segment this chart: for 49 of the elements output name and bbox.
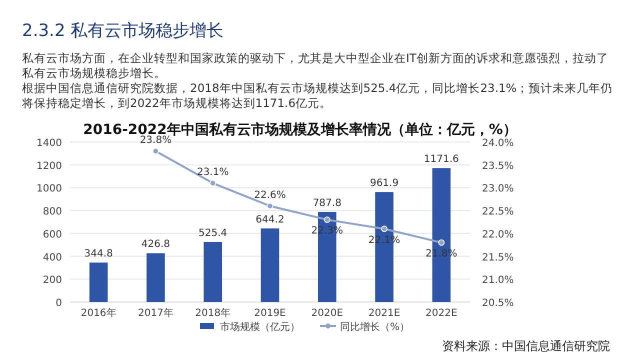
y2-tick-label: 24.0%: [482, 138, 514, 149]
point: [152, 148, 159, 154]
x-tick-label: 2021E: [368, 308, 400, 319]
data-label: 525.4: [198, 228, 228, 239]
y2-tick-label: 23.0%: [482, 184, 514, 195]
legend-label: 同比增长（%）: [340, 321, 410, 333]
data-label: 644.2: [256, 214, 284, 226]
data-label: 344.8: [84, 248, 113, 260]
bar: [89, 262, 108, 302]
y-tick-label: 1400: [36, 138, 62, 149]
point: [266, 202, 274, 210]
legend-label: 市场规模（亿元）: [220, 321, 300, 333]
y-tick-label: 800: [42, 206, 62, 218]
point: [210, 180, 216, 186]
data-label: 1171.6: [424, 154, 459, 166]
x-tick-label: 2020E: [311, 308, 344, 319]
y-tick-label: 400: [42, 252, 62, 264]
y2-tick-label: 20.5%: [482, 298, 514, 309]
bar: [146, 253, 165, 302]
data-label: 787.8: [312, 198, 342, 209]
y2-tick-label: 21.5%: [482, 252, 514, 264]
y-tick-label: 0: [56, 298, 62, 309]
x-tick-label: 2017年: [138, 307, 174, 319]
data-label: 23.1%: [196, 167, 229, 178]
x-tick-label: 2019E: [254, 308, 286, 319]
data-label: 23.8%: [140, 135, 172, 146]
y-tick-label: 1000: [36, 184, 62, 195]
data-label: 22.6%: [254, 190, 286, 201]
y2-tick-label: 22.0%: [482, 229, 514, 240]
bar: [204, 242, 222, 302]
bar: [260, 228, 280, 302]
point: [381, 226, 388, 232]
text: 根据中国信息通信研究院数据，2018年中国私有云市场规模达到525.4亿元，同比增长23.1%；预计未来几年仍将保持稳定增长，到2022年市场规模将达到1171.6亿元。: [21, 81, 613, 110]
point: [438, 239, 445, 246]
x-tick-label: 2016年: [80, 307, 116, 319]
y2-tick-label: 21.0%: [482, 275, 514, 286]
x-tick-label: 2018年: [195, 307, 231, 319]
point: [324, 216, 330, 223]
data-label: 961.9: [370, 178, 399, 190]
y2-tick-label: 23.5%: [482, 160, 514, 172]
text: 资料来源：中国信息通信研究院: [442, 339, 610, 353]
y-tick-label: 600: [42, 229, 62, 240]
data-label: 426.8: [141, 239, 170, 250]
text: 2.3.2 私有云市场稳步增长: [22, 21, 224, 41]
y-tick-label: 1200: [36, 160, 62, 172]
x-tick-label: 2022E: [426, 308, 458, 319]
text: 私有云市场方面，在企业转型和国家政策的驱动下，尤其是大中型企业在IT创新方面的诉求和意愿强烈，拉动了私有云市场规模稳步增长。: [22, 51, 608, 80]
y-tick-label: 200: [42, 275, 62, 286]
y2-tick-label: 22.5%: [482, 206, 514, 218]
